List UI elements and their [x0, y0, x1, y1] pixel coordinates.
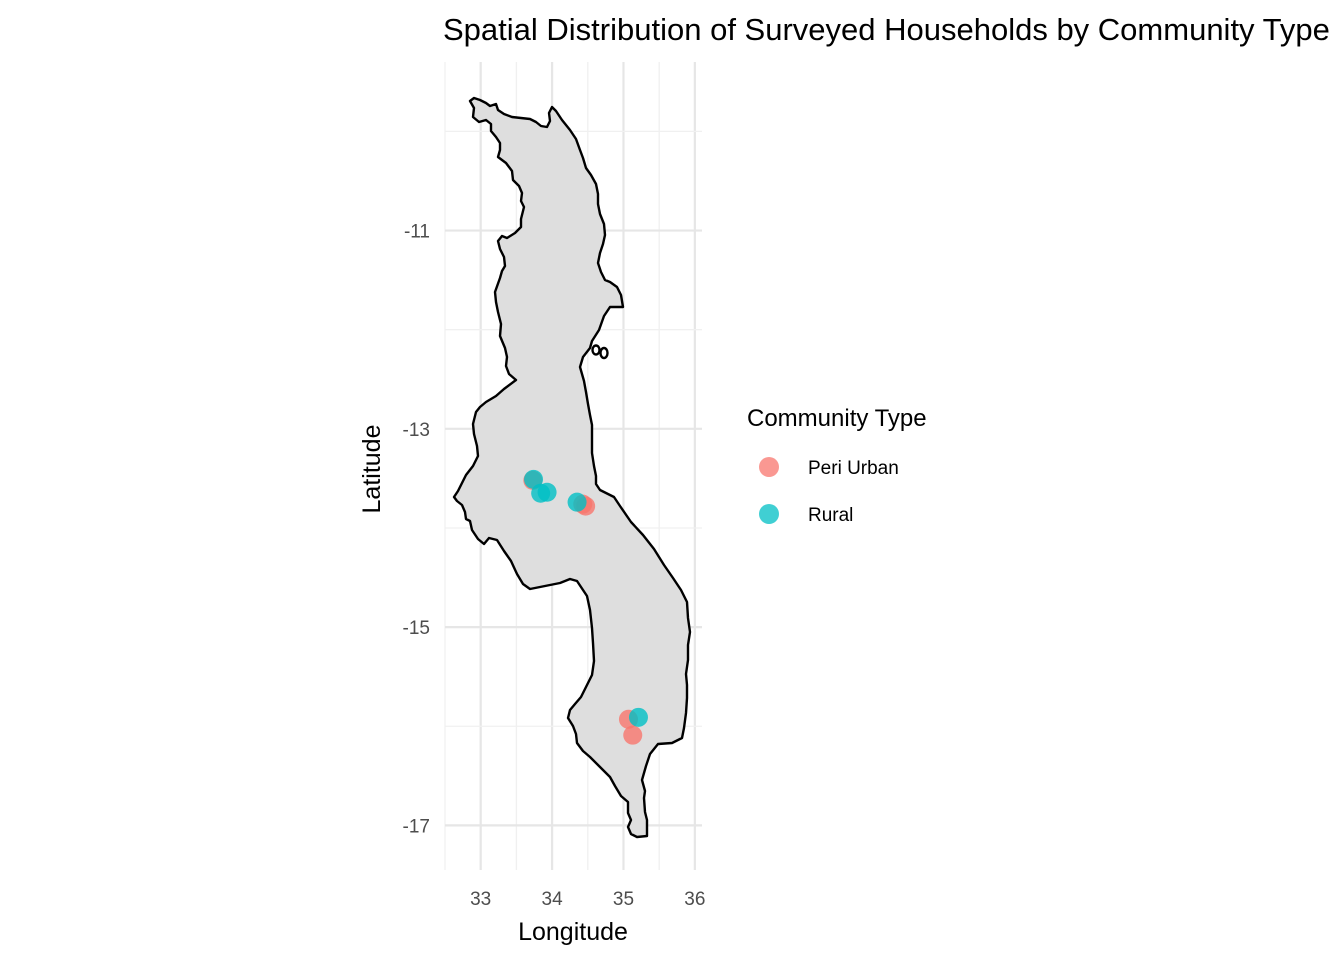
- legend-label: Peri Urban: [808, 458, 899, 479]
- legend-key-peri-urban: [759, 457, 779, 477]
- x-tick-label: 35: [613, 889, 634, 910]
- x-tick-label: 34: [542, 889, 564, 910]
- y-axis-title: Latitude: [358, 425, 386, 514]
- legend-label: Rural: [808, 505, 853, 526]
- y-tick-label: -13: [403, 420, 430, 441]
- data-points: [523, 469, 648, 745]
- island-likoma: [591, 344, 601, 356]
- y-tick-label: -15: [403, 618, 430, 639]
- point-rural: [567, 492, 587, 512]
- legend-key-rural: [759, 504, 779, 524]
- legend: Community Type Peri Urban Rural: [747, 405, 927, 526]
- axes: 33 34 35 36 -11 -13 -15 -17: [403, 222, 706, 910]
- chart-title: Spatial Distribution of Surveyed Househo…: [443, 12, 1330, 47]
- point-rural: [628, 707, 648, 727]
- malawi-outline: [452, 96, 692, 839]
- legend-title: Community Type: [747, 405, 927, 432]
- x-tick-label: 33: [470, 889, 491, 910]
- y-tick-label: -11: [404, 222, 430, 243]
- x-tick-label: 36: [684, 889, 705, 910]
- point-rural: [537, 482, 557, 502]
- y-tick-label: -17: [403, 816, 430, 837]
- point-peri-urban: [623, 725, 643, 745]
- island-chizumulu: [599, 346, 609, 360]
- x-axis-title: Longitude: [518, 918, 628, 946]
